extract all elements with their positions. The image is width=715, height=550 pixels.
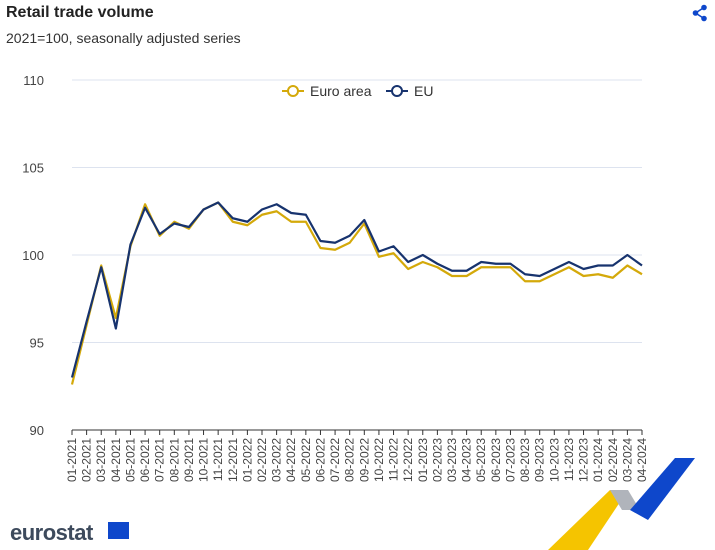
- x-tick-label: 02-2022: [255, 438, 269, 482]
- x-tick-label: 01-2024: [591, 438, 605, 482]
- x-tick-label: 02-2021: [80, 438, 94, 482]
- x-tick-label: 04-2022: [284, 438, 298, 482]
- x-tick-label: 06-2022: [313, 438, 327, 482]
- x-tick-label: 03-2021: [94, 438, 108, 482]
- x-tick-label: 05-2021: [123, 438, 137, 482]
- eurostat-logo: eurostat: [10, 520, 93, 545]
- x-tick-label: 12-2023: [577, 438, 591, 482]
- x-tick-label: 08-2023: [518, 438, 532, 482]
- x-tick-label: 08-2021: [167, 438, 181, 482]
- y-tick-label: 105: [22, 161, 44, 176]
- x-tick-label: 07-2022: [328, 438, 342, 482]
- x-tick-label: 06-2023: [489, 438, 503, 482]
- series-line-eu: [70, 201, 643, 378]
- x-tick-label: 12-2022: [401, 438, 415, 482]
- x-tick-label: 05-2023: [474, 438, 488, 482]
- x-tick-label: 07-2021: [153, 438, 167, 482]
- y-tick-label: 90: [30, 423, 44, 438]
- x-tick-label: 03-2023: [445, 438, 459, 482]
- share-icon[interactable]: [692, 4, 708, 22]
- x-tick-label: 04-2021: [109, 438, 123, 482]
- x-tick-label: 03-2022: [270, 438, 284, 482]
- x-tick-label: 01-2023: [416, 438, 430, 482]
- x-tick-label: 05-2022: [299, 438, 313, 482]
- legend-label[interactable]: Euro area: [310, 83, 372, 99]
- x-tick-label: 09-2021: [182, 438, 196, 482]
- x-tick-label: 01-2022: [240, 438, 254, 482]
- x-tick-label: 09-2022: [357, 438, 371, 482]
- legend-label[interactable]: EU: [414, 83, 433, 99]
- x-tick-label: 11-2022: [387, 438, 401, 481]
- y-tick-label: 95: [30, 336, 44, 351]
- y-tick-label: 100: [22, 248, 44, 263]
- x-tick-label: 07-2023: [503, 438, 517, 482]
- x-tick-label: 10-2023: [547, 438, 561, 482]
- x-tick-label: 02-2024: [606, 438, 620, 482]
- eu-flag-icon: [108, 522, 129, 539]
- legend-marker: [391, 85, 403, 97]
- x-tick-label: 12-2021: [226, 438, 240, 482]
- x-tick-label: 11-2023: [562, 438, 576, 481]
- x-tick-label: 11-2021: [211, 438, 225, 481]
- x-tick-label: 08-2022: [343, 438, 357, 482]
- chart-title: Retail trade volume: [6, 4, 154, 21]
- y-tick-label: 110: [23, 73, 44, 88]
- x-tick-label: 10-2021: [197, 438, 211, 482]
- chart-subtitle: 2021=100, seasonally adjusted series: [6, 30, 241, 46]
- x-tick-label: 10-2022: [372, 438, 386, 482]
- x-tick-label: 09-2023: [533, 438, 547, 482]
- x-tick-label: 04-2023: [460, 438, 474, 482]
- x-tick-label: 03-2024: [620, 438, 634, 482]
- x-tick-label: 04-2024: [635, 438, 649, 482]
- legend-marker: [287, 85, 299, 97]
- decorative-stripes: [548, 458, 695, 550]
- x-tick-label: 02-2023: [430, 438, 444, 482]
- x-tick-label: 01-2021: [65, 438, 79, 482]
- x-tick-label: 06-2021: [138, 438, 152, 482]
